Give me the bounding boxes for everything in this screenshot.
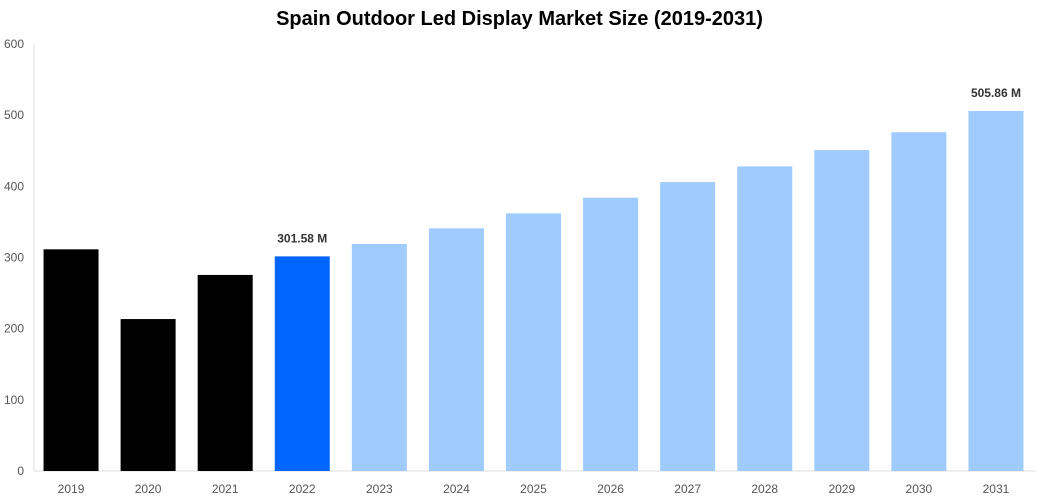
y-tick-label: 400 (4, 179, 24, 193)
x-tick-label: 2020 (135, 482, 162, 496)
bar-2019 (43, 249, 99, 471)
x-tick-label: 2028 (751, 482, 778, 496)
bar-2026 (583, 197, 639, 471)
bar-2028 (737, 166, 793, 471)
bar-2030 (891, 132, 947, 471)
bar-2022 (274, 256, 330, 471)
bar-2029 (814, 150, 870, 471)
y-tick-label: 600 (4, 37, 24, 51)
bar-2025 (506, 213, 561, 472)
bar-2023 (351, 243, 407, 471)
x-tick-label: 2031 (983, 482, 1010, 496)
x-tick-label: 2030 (906, 482, 933, 496)
y-tick-label: 0 (17, 464, 24, 478)
x-tick-label: 2025 (520, 482, 547, 496)
bar-2027 (660, 182, 716, 471)
x-tick-label: 2023 (366, 482, 393, 496)
data-label-2022: 301.58 M (277, 231, 327, 245)
y-tick-label: 500 (4, 108, 24, 122)
y-tick-label: 200 (4, 322, 24, 336)
x-tick-label: 2026 (597, 482, 624, 496)
bar-2031 (968, 110, 1024, 471)
x-tick-label: 2029 (828, 482, 855, 496)
bar-2021 (197, 274, 253, 471)
x-tick-label: 2021 (212, 482, 239, 496)
bar-2024 (428, 228, 484, 471)
y-tick-label: 300 (4, 251, 24, 265)
x-tick-label: 2024 (443, 482, 470, 496)
y-tick-label: 100 (4, 393, 24, 407)
data-label-2031: 505.86 M (971, 86, 1021, 100)
chart-title: Spain Outdoor Led Display Market Size (2… (276, 8, 763, 30)
x-tick-label: 2019 (58, 482, 85, 496)
bar-2020 (120, 319, 176, 471)
x-tick-label: 2027 (674, 482, 701, 496)
x-tick-label: 2022 (289, 482, 316, 496)
